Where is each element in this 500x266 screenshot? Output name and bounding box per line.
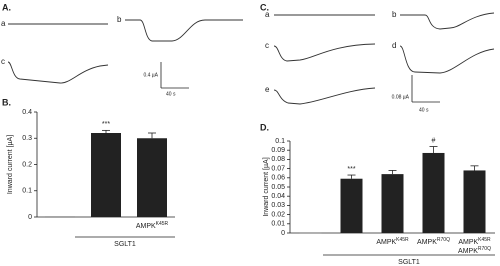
- y-tick-label: 0.2: [22, 161, 32, 168]
- y-axis-label: Inward current [µA]: [7, 135, 14, 194]
- bar: [340, 178, 363, 233]
- x-tick-label-sup: K45R: [156, 221, 169, 227]
- trace: [7, 61, 109, 84]
- scale-label: 40 s: [419, 107, 429, 113]
- y-tick-label: 0.1: [275, 138, 285, 145]
- bar: [91, 133, 121, 217]
- y-tick-label: 0.08: [271, 156, 285, 163]
- y-tick-label: 0.09: [271, 147, 285, 154]
- x-tick-label: AMPKR70Q: [417, 237, 450, 246]
- trace-label: a: [1, 19, 6, 28]
- y-axis-label: Inward current [µA]: [263, 157, 270, 216]
- panel-label: C.: [260, 2, 269, 12]
- x-tick-label-sup: R70Q: [437, 237, 450, 243]
- trace-label: a: [265, 10, 270, 19]
- bar: [422, 152, 445, 233]
- x-tick-label: AMPKR70Q: [458, 246, 491, 255]
- x-tick-label-text: AMPK: [458, 239, 478, 246]
- scale-label: 40 s: [166, 91, 176, 97]
- x-tick-label: AMPKK45R: [376, 237, 409, 246]
- y-tick-label: 0.07: [271, 165, 285, 172]
- x-tick-label-text: AMPK: [458, 248, 478, 255]
- x-tick-label-text: AMPK: [376, 239, 396, 246]
- annotation: ***: [102, 121, 110, 128]
- trace-label: c: [265, 41, 269, 50]
- y-tick-label: 0.04: [271, 193, 285, 200]
- group-label: SGLT1: [398, 259, 420, 266]
- panel-label: D.: [260, 122, 269, 132]
- y-tick-label: 0.1: [22, 188, 32, 195]
- annotation: #: [432, 137, 436, 144]
- x-tick-label-sup: K45R: [396, 237, 409, 243]
- trace: [400, 12, 495, 30]
- bar: [463, 170, 486, 233]
- x-tick-label: AMPKK45R: [458, 237, 491, 246]
- trace-label: b: [117, 15, 122, 24]
- bar: [299, 232, 322, 234]
- trace-label: e: [265, 85, 270, 94]
- trace-label: d: [392, 41, 396, 50]
- panel-label: A.: [2, 2, 11, 12]
- bar: [45, 216, 75, 218]
- bar: [137, 138, 167, 217]
- trace: [273, 87, 376, 105]
- trace: [399, 45, 495, 74]
- trace-label: c: [1, 57, 5, 66]
- x-tick-label: AMPKK45R: [136, 221, 169, 230]
- group-label: SGLT1: [114, 241, 136, 248]
- y-tick-label: 0: [281, 230, 285, 237]
- y-tick-label: 0.05: [271, 184, 285, 191]
- y-tick-label: 0.06: [271, 175, 285, 182]
- x-tick-label-sup: K45R: [478, 237, 491, 243]
- y-tick-label: 0.3: [22, 135, 32, 142]
- y-tick-label: 0.02: [271, 211, 285, 218]
- scale-label: 0.4 µA: [143, 72, 158, 78]
- x-tick-label-text: AMPK: [136, 223, 156, 230]
- trace: [125, 19, 243, 42]
- trace: [273, 43, 376, 62]
- y-tick-label: 0.4: [22, 109, 32, 116]
- panel-label: B.: [2, 97, 11, 107]
- y-tick-label: 0: [28, 214, 32, 221]
- x-tick-label-text: AMPK: [417, 239, 437, 246]
- y-tick-label: 0.01: [271, 221, 285, 228]
- trace-label: b: [392, 10, 397, 19]
- y-tick-label: 0.03: [271, 202, 285, 209]
- bar: [381, 174, 404, 233]
- annotation: ***: [347, 166, 355, 173]
- scale-label: 0.08 µA: [392, 94, 410, 100]
- x-tick-label-sup: R70Q: [478, 246, 491, 252]
